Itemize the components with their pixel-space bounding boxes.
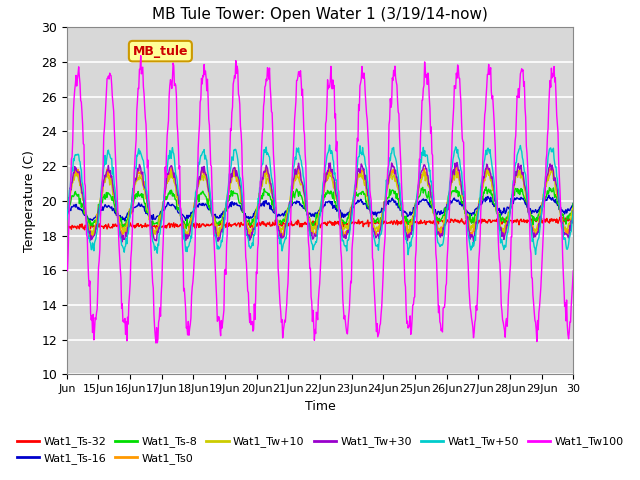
X-axis label: Time: Time — [305, 400, 335, 413]
Title: MB Tule Tower: Open Water 1 (3/19/14-now): MB Tule Tower: Open Water 1 (3/19/14-now… — [152, 7, 488, 22]
Text: MB_tule: MB_tule — [132, 45, 188, 58]
Legend: Wat1_Ts-32, Wat1_Ts-16, Wat1_Ts-8, Wat1_Ts0, Wat1_Tw+10, Wat1_Tw+30, Wat1_Tw+50,: Wat1_Ts-32, Wat1_Ts-16, Wat1_Ts-8, Wat1_… — [12, 432, 628, 468]
Y-axis label: Temperature (C): Temperature (C) — [22, 150, 36, 252]
